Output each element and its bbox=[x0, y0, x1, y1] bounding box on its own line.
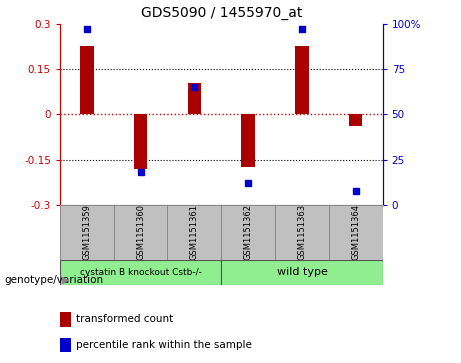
Text: GSM1151361: GSM1151361 bbox=[190, 204, 199, 260]
Bar bbox=[60, 312, 71, 327]
Bar bbox=[221, 205, 275, 260]
Bar bbox=[188, 82, 201, 114]
Text: wild type: wild type bbox=[277, 267, 327, 277]
Text: cystatin B knockout Cstb-/-: cystatin B knockout Cstb-/- bbox=[80, 268, 201, 277]
Bar bbox=[60, 260, 221, 285]
Text: percentile rank within the sample: percentile rank within the sample bbox=[76, 340, 252, 350]
Text: GSM1151362: GSM1151362 bbox=[244, 204, 253, 260]
Text: GSM1151363: GSM1151363 bbox=[297, 204, 307, 260]
Bar bbox=[114, 205, 167, 260]
Bar bbox=[221, 260, 383, 285]
Bar bbox=[167, 205, 221, 260]
Bar bbox=[80, 46, 94, 114]
Bar bbox=[60, 205, 114, 260]
Bar bbox=[349, 114, 362, 126]
Bar bbox=[134, 114, 148, 169]
Bar bbox=[242, 114, 255, 167]
Bar bbox=[275, 205, 329, 260]
Bar bbox=[295, 46, 309, 114]
Bar bbox=[60, 338, 71, 352]
Text: transformed count: transformed count bbox=[76, 314, 173, 325]
Text: genotype/variation: genotype/variation bbox=[5, 275, 104, 285]
Text: ▶: ▶ bbox=[62, 275, 70, 285]
Title: GDS5090 / 1455970_at: GDS5090 / 1455970_at bbox=[141, 6, 302, 20]
Bar bbox=[329, 205, 383, 260]
Text: GSM1151359: GSM1151359 bbox=[83, 204, 91, 260]
Text: GSM1151360: GSM1151360 bbox=[136, 204, 145, 260]
Text: GSM1151364: GSM1151364 bbox=[351, 204, 360, 260]
